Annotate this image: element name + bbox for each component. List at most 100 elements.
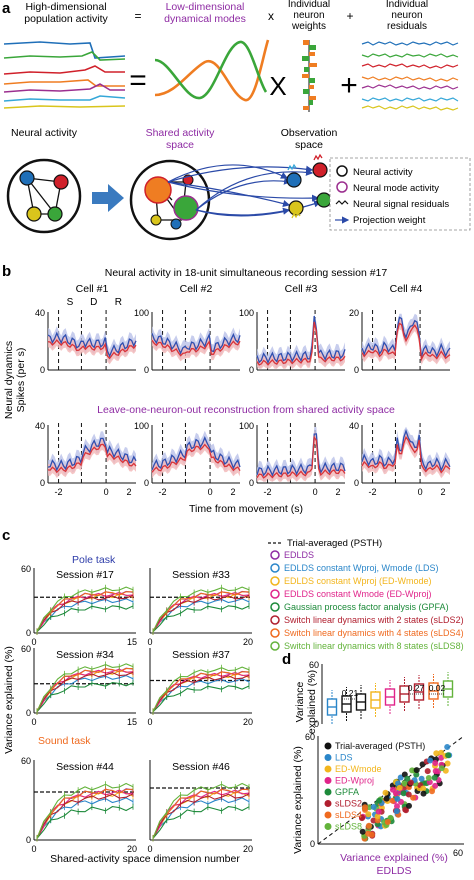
scatter-point <box>383 795 390 802</box>
series-curve <box>152 797 250 839</box>
scatter-point <box>413 767 420 774</box>
scatter-point <box>429 788 435 795</box>
scatter-legend-marker <box>324 754 332 761</box>
sound-task-label: Sound task <box>38 735 91 747</box>
pole-task-label: Pole task <box>72 554 116 566</box>
box-ylabel-2: explained (%) <box>306 670 318 734</box>
legend-marker <box>270 641 280 651</box>
scatter-legend-entry: GPFA <box>335 787 359 797</box>
y-tick: 40 <box>349 421 359 431</box>
panel-b-ylabel-1: Neural dynamics <box>3 341 15 419</box>
series-curve <box>36 668 133 712</box>
cell-title: Cell #4 <box>390 283 423 295</box>
y-tick: 60 <box>21 644 31 654</box>
x-tick: 2 <box>440 487 445 497</box>
x-tick: 20 <box>243 717 253 727</box>
scatter-point <box>401 780 408 787</box>
identity-line <box>317 735 465 845</box>
series-curve <box>152 806 250 839</box>
x-tick: 20 <box>243 637 253 647</box>
residuals-title-2: neuron <box>391 10 422 21</box>
series-curve <box>36 797 134 839</box>
recon-trace <box>47 443 137 474</box>
panel-a: a High-dimensional population activity =… <box>2 0 471 241</box>
legend-marker <box>270 550 280 560</box>
x-tick: 2 <box>230 487 235 497</box>
recon-trace <box>151 339 241 357</box>
scatter-point <box>394 803 400 810</box>
scatter-point <box>420 790 427 797</box>
series-curve <box>36 670 134 712</box>
x-tick: 0 <box>208 487 213 497</box>
panel-c-legend: Trial-averaged (PSTH) EDLDS EDLDS constan… <box>268 538 464 651</box>
x-tick: 0 <box>31 717 36 727</box>
scatter-legend-marker <box>324 811 332 819</box>
series-curve <box>36 788 134 839</box>
scatter-legend-marker <box>324 800 332 807</box>
series-curve <box>36 789 134 839</box>
series-curve <box>152 591 250 633</box>
scatter-point <box>370 817 377 824</box>
recon-trace <box>361 322 451 362</box>
session-title: Session #33 <box>172 569 230 581</box>
cell-title: Cell #3 <box>285 283 318 295</box>
series-curve <box>152 586 250 632</box>
big-plus-sign: + <box>340 69 358 102</box>
recon-band <box>152 438 240 479</box>
panel-b-ylabel-2: Spikes (per s) <box>15 348 27 413</box>
scatter-legend-marker <box>324 777 332 784</box>
y-tick: 100 <box>134 421 149 431</box>
y-tick: 0 <box>26 835 31 845</box>
cell-title: Cell #1 <box>76 283 109 295</box>
scatter-point <box>400 790 407 797</box>
scatter-point <box>358 814 365 821</box>
high-dim-traces <box>3 41 126 109</box>
x-tick: 2 <box>126 487 131 497</box>
session-title: Session #44 <box>56 761 114 773</box>
series-curve <box>152 782 250 839</box>
low-dim-modes <box>154 39 270 102</box>
legend-psth: Trial-averaged (PSTH) <box>287 538 382 549</box>
residuals-title-1: Individual <box>386 0 428 10</box>
legend-neural-activity: Neural activity <box>353 167 413 178</box>
recon-trace <box>256 321 346 366</box>
panel-b-subtitle: Leave-one-neuron-out reconstruction from… <box>97 404 395 416</box>
scatter-point <box>445 752 452 759</box>
y-tick: 0 <box>40 478 45 488</box>
scatter-point <box>444 744 451 750</box>
scatter-legend-marker <box>324 788 332 796</box>
legend-residuals: Neural signal residuals <box>353 199 449 210</box>
panel-label-d: d <box>282 651 291 668</box>
panel-d-boxplot: 0 60 0.21 0.27 0.02 <box>309 660 454 729</box>
observation-space-label-1: Observation <box>281 127 338 139</box>
scatter-point <box>376 797 383 804</box>
scatter-point <box>418 775 425 782</box>
epoch-label: D <box>90 297 97 308</box>
scatter-point <box>424 768 431 775</box>
legend-neural-mode: Neural mode activity <box>353 183 439 194</box>
panel-b-title: Neural activity in 18-unit simultaneous … <box>105 267 388 279</box>
weight-bars <box>302 40 317 112</box>
x-tick: 20 <box>243 844 253 854</box>
x-tick: 15 <box>127 637 137 647</box>
scatter-point <box>410 794 417 801</box>
series-curve <box>152 594 250 632</box>
x-tick: 0 <box>104 487 109 497</box>
scatter-point <box>384 819 391 825</box>
scatter-point <box>432 782 439 789</box>
scatter-y-tick: 0 <box>310 839 315 849</box>
scatter-xlabel-2: EDLDS <box>376 865 411 877</box>
weights-title-2: neuron <box>293 10 324 21</box>
scatter-legend-entry: LDS <box>335 753 353 763</box>
scatter-legend-entry: ED-Wmode <box>335 764 382 774</box>
series-curve <box>36 793 134 839</box>
x-tick: 0 <box>313 487 318 497</box>
scatter-legend-marker <box>324 742 332 750</box>
panel-c-xlabel: Shared-activity space dimension number <box>50 853 240 865</box>
shared-space-label-2: space <box>166 139 194 151</box>
series-curve <box>36 682 134 713</box>
scatter-ylabel: Variance explained (%) <box>292 746 304 854</box>
x-tick: 0 <box>418 487 423 497</box>
x-tick: 0 <box>147 844 152 854</box>
scatter-point <box>365 830 371 837</box>
